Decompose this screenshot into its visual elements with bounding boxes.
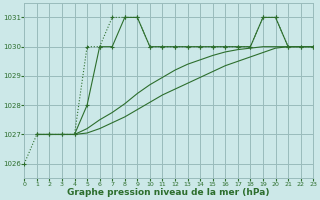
X-axis label: Graphe pression niveau de la mer (hPa): Graphe pression niveau de la mer (hPa)	[68, 188, 270, 197]
